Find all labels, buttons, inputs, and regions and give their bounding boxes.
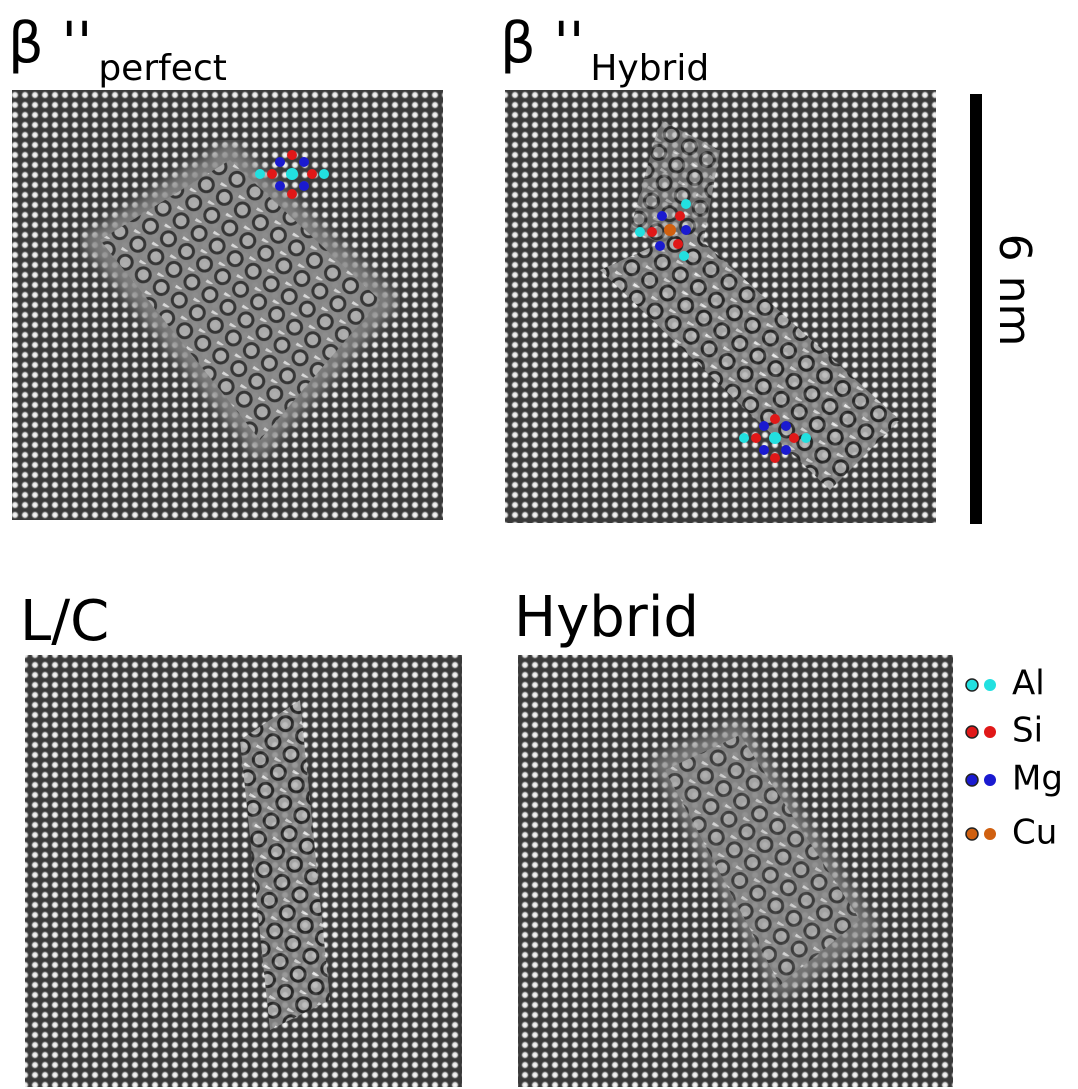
legend-marker (965, 827, 979, 841)
panel-title: L/C (20, 589, 109, 654)
hrtem-image (518, 655, 953, 1087)
scale-bar (970, 94, 982, 524)
panel-title: β '' Hybrid (500, 11, 709, 89)
legend-label: Al (1012, 664, 1045, 704)
legend-marker (984, 679, 996, 691)
legend-marker (965, 725, 979, 739)
legend-marker (984, 726, 996, 738)
legend-label: Cu (1012, 813, 1057, 853)
scale-bar-label: 6 nm (989, 234, 1040, 347)
hrtem-image (505, 90, 936, 523)
legend-marker (965, 773, 979, 787)
legend: Al Si Mg Cu (965, 664, 1063, 853)
atom-overlay (255, 150, 329, 199)
legend-marker (965, 678, 979, 692)
legend-marker (984, 828, 996, 840)
legend-marker (984, 774, 996, 786)
legend-label: Si (1012, 711, 1043, 751)
legend-label: Mg (1012, 759, 1063, 799)
hrtem-image (25, 655, 462, 1087)
panel-title: β '' perfect (8, 11, 227, 89)
panel-title: Hybrid (514, 585, 699, 650)
hrtem-image (12, 90, 443, 520)
atom-overlay (635, 199, 811, 463)
